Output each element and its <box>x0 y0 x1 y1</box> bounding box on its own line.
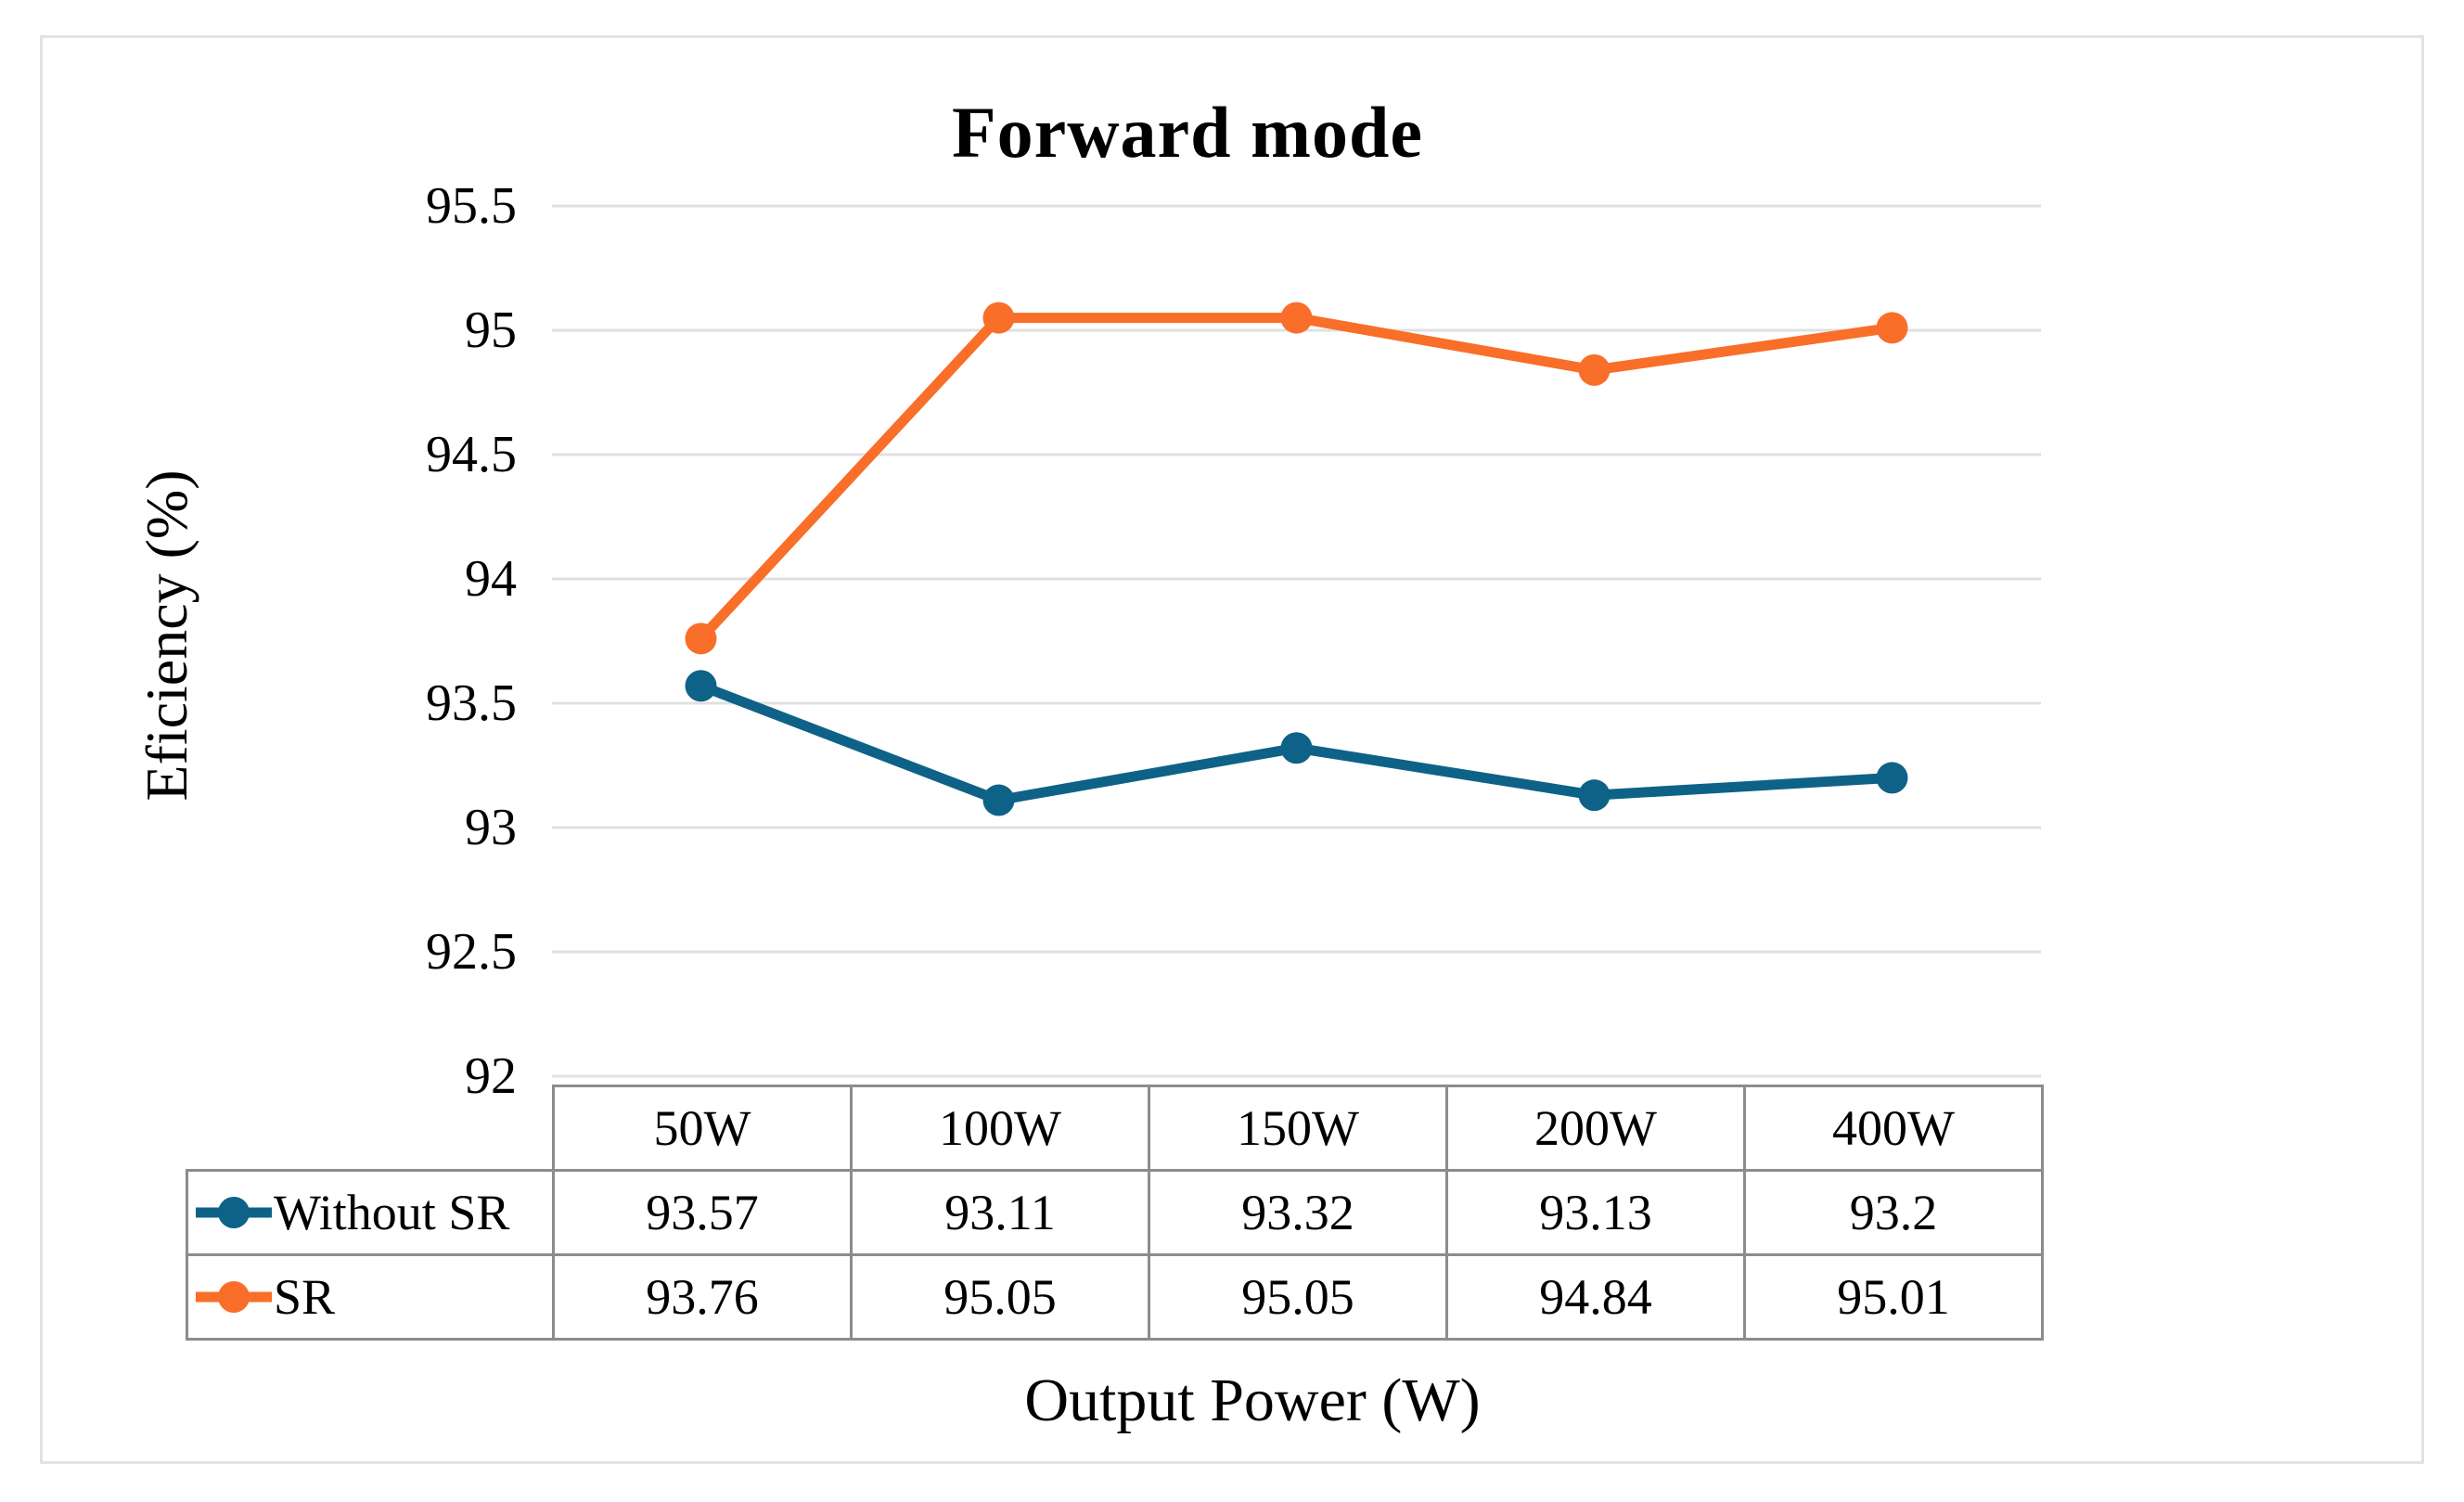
legend-label: Without SR <box>274 1185 510 1240</box>
table-value-cell: 93.76 <box>552 1253 853 1341</box>
table-header-cell: 150W <box>1148 1085 1448 1172</box>
legend-label: SR <box>274 1269 336 1325</box>
series-line-sr <box>696 313 1897 644</box>
data-point-marker <box>685 623 717 655</box>
y-tick-label: 95.5 <box>426 177 517 235</box>
table-value-cell: 93.57 <box>552 1169 853 1256</box>
table-value-cell: 95.05 <box>850 1253 1150 1341</box>
table-value-cell: 93.32 <box>1148 1169 1448 1256</box>
data-point-marker <box>685 670 717 702</box>
x-axis-title: Output Power (W) <box>1024 1367 1481 1434</box>
legend-key-icon <box>196 1281 272 1313</box>
y-tick-label: 92.5 <box>426 923 517 981</box>
y-tick-label: 94 <box>465 550 517 608</box>
data-point-marker <box>982 302 1015 334</box>
table-value-cell: 93.11 <box>850 1169 1150 1256</box>
table-header-cell: 200W <box>1445 1085 1746 1172</box>
data-point-marker <box>1280 302 1313 334</box>
data-point-marker <box>1876 762 1908 794</box>
table-value-cell: 94.84 <box>1445 1253 1746 1341</box>
legend-key-icon <box>196 1197 272 1228</box>
legend-cell-without-sr: Without SR <box>186 1169 555 1256</box>
table-header-cell: 100W <box>850 1085 1150 1172</box>
data-point-marker <box>1280 732 1313 764</box>
chart-title: Forward mode <box>951 92 1424 173</box>
y-tick-label: 93.5 <box>426 674 517 732</box>
table-value-cell: 95.05 <box>1148 1253 1448 1341</box>
y-tick-label: 93 <box>465 799 517 856</box>
data-point-marker <box>1876 312 1908 344</box>
table-header-cell: 400W <box>1743 1085 2044 1172</box>
y-tick-label: 95 <box>465 302 517 359</box>
data-point-marker <box>982 784 1015 816</box>
y-tick-label: 92 <box>465 1047 517 1105</box>
data-point-marker <box>1578 353 1611 386</box>
data-point-marker <box>1578 779 1611 812</box>
table-value-cell: 95.01 <box>1743 1253 2044 1341</box>
table-value-cell: 93.13 <box>1445 1169 1746 1256</box>
table-value-cell: 93.2 <box>1743 1169 2044 1256</box>
legend-cell-sr: SR <box>186 1253 555 1341</box>
chart-frame <box>40 35 2424 1464</box>
y-tick-label: 94.5 <box>426 426 517 483</box>
table-header-cell: 50W <box>552 1085 853 1172</box>
